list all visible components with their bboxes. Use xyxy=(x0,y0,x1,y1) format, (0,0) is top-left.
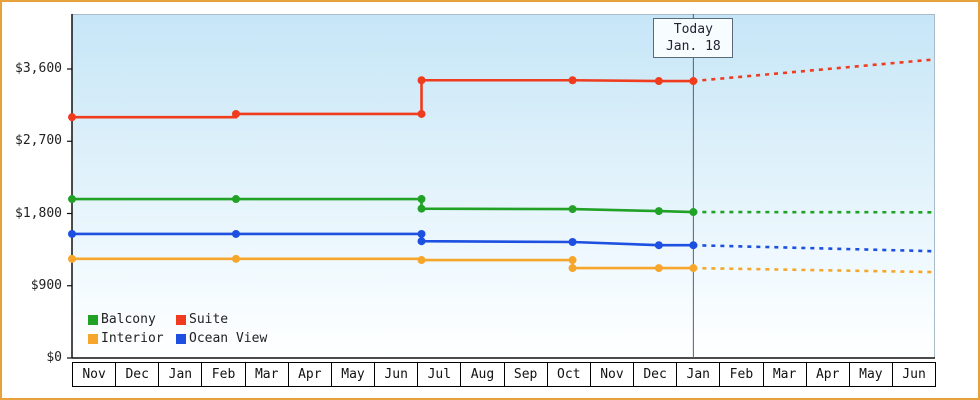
legend-label: Ocean View xyxy=(189,331,268,346)
legend-item-interior: Interior xyxy=(88,331,166,346)
legend-item-balcony: Balcony xyxy=(88,312,166,327)
month-label: Dec xyxy=(115,362,160,387)
month-label: Jul xyxy=(417,362,462,387)
x-axis-months: Nov Dec Jan Feb Mar Apr May Jun Jul Aug Sep Oct Nov D… xyxy=(72,362,937,387)
month-label: May xyxy=(848,362,893,387)
month-label: Jan xyxy=(158,362,203,387)
legend-swatch-icon xyxy=(176,333,186,344)
legend-label: Interior xyxy=(101,331,164,346)
month-label: Apr xyxy=(287,362,332,387)
today-label-line2: Jan. 18 xyxy=(665,39,721,54)
y-tick-label: $1,800 xyxy=(15,205,62,221)
legend-label: Suite xyxy=(189,312,229,327)
month-label: Apr xyxy=(805,362,850,387)
month-label: Feb xyxy=(201,362,246,387)
legend-item-ocean-view: Ocean View xyxy=(176,331,267,346)
y-tick-label: $900 xyxy=(30,277,62,293)
month-label: Mar xyxy=(762,362,807,387)
legend-swatch-icon xyxy=(176,314,186,325)
y-tick-label: $3,600 xyxy=(15,61,62,76)
month-label: Dec xyxy=(633,362,678,387)
month-label: Mar xyxy=(244,362,289,387)
month-label: Nov xyxy=(589,362,635,387)
legend: Balcony Suite Interior Ocean View xyxy=(88,312,267,346)
today-marker-label: Today Jan. 18 xyxy=(653,18,734,58)
legend-label: Balcony xyxy=(101,312,156,327)
legend-swatch-icon xyxy=(88,333,98,344)
month-label: Sep xyxy=(503,362,548,387)
month-label: Nov xyxy=(72,362,117,387)
y-tick-label: $2,700 xyxy=(15,133,62,149)
month-label: May xyxy=(330,362,376,387)
y-tick-label: $0 xyxy=(46,350,62,365)
plot-area xyxy=(72,14,935,358)
month-label: Feb xyxy=(719,362,764,387)
today-label-line1: Today xyxy=(673,22,713,37)
month-label: Oct xyxy=(546,362,591,387)
legend-item-suite: Suite xyxy=(176,312,267,327)
month-label: Jun xyxy=(374,362,419,387)
legend-swatch-icon xyxy=(88,314,98,325)
month-label: Jan xyxy=(676,362,721,387)
month-label: Jun xyxy=(891,362,937,387)
month-label: Aug xyxy=(460,362,505,387)
y-axis-labels: $0 $900 $1,800 $2,700 $3,600 xyxy=(2,2,66,398)
